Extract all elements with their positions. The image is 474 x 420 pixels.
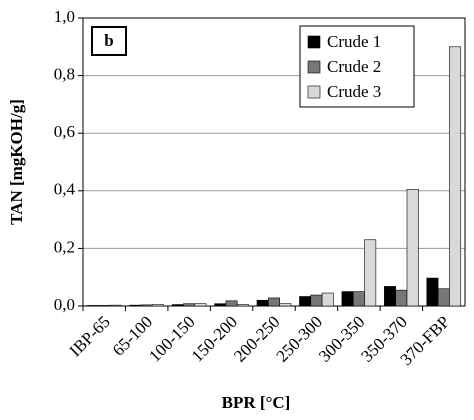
bar bbox=[352, 291, 365, 307]
bar bbox=[152, 304, 164, 307]
bar bbox=[171, 304, 184, 307]
bar bbox=[437, 288, 450, 307]
bar bbox=[395, 289, 408, 307]
bar bbox=[225, 300, 238, 307]
x-tick-label: 300-350 bbox=[315, 312, 369, 366]
bar bbox=[256, 299, 269, 307]
bar bbox=[214, 303, 227, 307]
y-tick-label: 0,8 bbox=[54, 65, 75, 84]
bar bbox=[426, 277, 439, 307]
legend-label: Crude 2 bbox=[327, 57, 381, 76]
x-tick-label: 200-250 bbox=[230, 312, 284, 366]
annotation: b bbox=[104, 31, 113, 50]
legend-label: Crude 1 bbox=[327, 32, 381, 51]
bar bbox=[279, 303, 292, 307]
bar bbox=[299, 296, 312, 307]
bar bbox=[86, 305, 99, 307]
y-tick-label: 0,6 bbox=[54, 122, 75, 141]
y-tick-label: 0,0 bbox=[54, 295, 75, 314]
legend-label: Crude 3 bbox=[327, 82, 381, 101]
x-axis-title: BPR [°C] bbox=[222, 393, 291, 412]
x-tick-label: IBP-65 bbox=[66, 312, 114, 360]
bar bbox=[384, 286, 396, 307]
y-axis-title: TAN [mgKOH/g] bbox=[7, 99, 26, 225]
bar bbox=[98, 305, 111, 307]
legend-swatch bbox=[307, 60, 321, 74]
bar bbox=[140, 304, 153, 307]
bar bbox=[310, 294, 323, 307]
bar bbox=[268, 297, 280, 307]
bar bbox=[194, 303, 207, 307]
bar bbox=[183, 303, 196, 307]
bar bbox=[364, 239, 377, 307]
x-tick-label: 150-200 bbox=[188, 312, 242, 366]
bar bbox=[109, 304, 122, 307]
x-tick-label: 250-300 bbox=[273, 312, 327, 366]
bar bbox=[236, 304, 249, 307]
y-tick-label: 1,0 bbox=[54, 7, 75, 26]
bar bbox=[449, 46, 462, 307]
y-tick-label: 0,2 bbox=[54, 237, 75, 256]
bar bbox=[321, 292, 334, 307]
bar bbox=[129, 304, 142, 307]
y-tick-label: 0,4 bbox=[54, 180, 76, 199]
x-tick-label: 100-150 bbox=[145, 312, 199, 366]
bar bbox=[406, 189, 419, 307]
annotation-box bbox=[91, 26, 127, 56]
legend-swatch bbox=[307, 85, 321, 99]
legend-swatch bbox=[307, 35, 321, 49]
bar bbox=[341, 291, 354, 307]
